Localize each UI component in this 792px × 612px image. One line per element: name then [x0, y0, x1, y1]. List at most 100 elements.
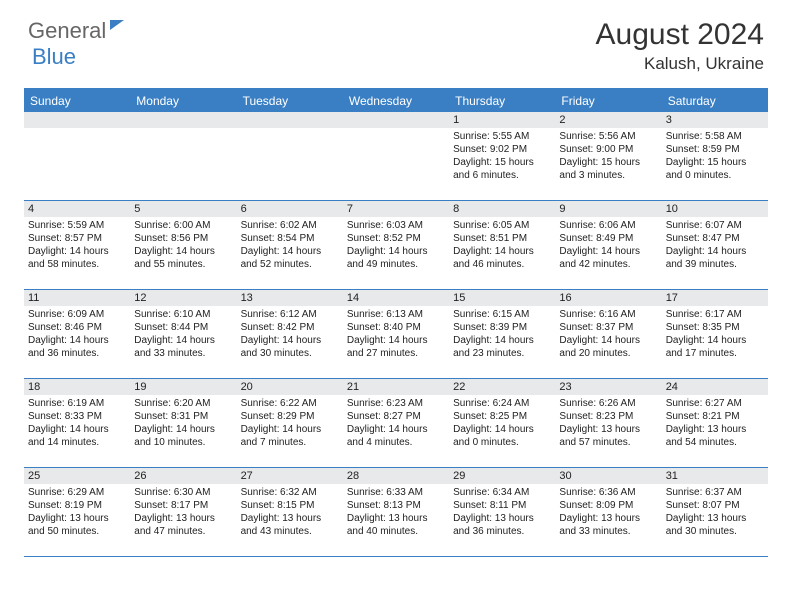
- day-body: Sunrise: 6:10 AMSunset: 8:44 PMDaylight:…: [130, 306, 236, 364]
- day-number: 6: [237, 201, 343, 217]
- day-number: 23: [555, 379, 661, 395]
- day-cell: 13Sunrise: 6:12 AMSunset: 8:42 PMDayligh…: [237, 290, 343, 378]
- day-number: 10: [662, 201, 768, 217]
- day-body: Sunrise: 6:32 AMSunset: 8:15 PMDaylight:…: [237, 484, 343, 542]
- day-cell: [130, 112, 236, 200]
- day-number: [24, 112, 130, 128]
- dow-cell: Friday: [555, 90, 661, 112]
- day-body: Sunrise: 6:37 AMSunset: 8:07 PMDaylight:…: [662, 484, 768, 542]
- day-cell: 2Sunrise: 5:56 AMSunset: 9:00 PMDaylight…: [555, 112, 661, 200]
- day-body: Sunrise: 6:13 AMSunset: 8:40 PMDaylight:…: [343, 306, 449, 364]
- day-body: Sunrise: 6:30 AMSunset: 8:17 PMDaylight:…: [130, 484, 236, 542]
- day-cell: 12Sunrise: 6:10 AMSunset: 8:44 PMDayligh…: [130, 290, 236, 378]
- day-body: Sunrise: 6:09 AMSunset: 8:46 PMDaylight:…: [24, 306, 130, 364]
- day-number: [343, 112, 449, 128]
- day-body: Sunrise: 6:27 AMSunset: 8:21 PMDaylight:…: [662, 395, 768, 453]
- day-body: Sunrise: 6:34 AMSunset: 8:11 PMDaylight:…: [449, 484, 555, 542]
- day-body: Sunrise: 6:03 AMSunset: 8:52 PMDaylight:…: [343, 217, 449, 275]
- day-body: Sunrise: 6:02 AMSunset: 8:54 PMDaylight:…: [237, 217, 343, 275]
- day-number: 1: [449, 112, 555, 128]
- day-number: 25: [24, 468, 130, 484]
- day-number: 26: [130, 468, 236, 484]
- day-number: 12: [130, 290, 236, 306]
- week-row: 11Sunrise: 6:09 AMSunset: 8:46 PMDayligh…: [24, 290, 768, 379]
- day-cell: [237, 112, 343, 200]
- day-body: Sunrise: 6:22 AMSunset: 8:29 PMDaylight:…: [237, 395, 343, 453]
- day-cell: 11Sunrise: 6:09 AMSunset: 8:46 PMDayligh…: [24, 290, 130, 378]
- day-body: Sunrise: 6:20 AMSunset: 8:31 PMDaylight:…: [130, 395, 236, 453]
- day-number: 3: [662, 112, 768, 128]
- day-number: 8: [449, 201, 555, 217]
- day-cell: 5Sunrise: 6:00 AMSunset: 8:56 PMDaylight…: [130, 201, 236, 289]
- week-row: 18Sunrise: 6:19 AMSunset: 8:33 PMDayligh…: [24, 379, 768, 468]
- day-cell: 3Sunrise: 5:58 AMSunset: 8:59 PMDaylight…: [662, 112, 768, 200]
- day-number: 18: [24, 379, 130, 395]
- dow-cell: Thursday: [449, 90, 555, 112]
- day-body: Sunrise: 6:33 AMSunset: 8:13 PMDaylight:…: [343, 484, 449, 542]
- location-label: Kalush, Ukraine: [596, 54, 764, 74]
- day-body: Sunrise: 6:17 AMSunset: 8:35 PMDaylight:…: [662, 306, 768, 364]
- day-body: Sunrise: 6:06 AMSunset: 8:49 PMDaylight:…: [555, 217, 661, 275]
- day-cell: 29Sunrise: 6:34 AMSunset: 8:11 PMDayligh…: [449, 468, 555, 556]
- week-row: 1Sunrise: 5:55 AMSunset: 9:02 PMDaylight…: [24, 112, 768, 201]
- day-body: Sunrise: 6:29 AMSunset: 8:19 PMDaylight:…: [24, 484, 130, 542]
- brand-part2: Blue: [32, 44, 76, 70]
- title-block: August 2024 Kalush, Ukraine: [596, 18, 764, 74]
- day-body: Sunrise: 6:15 AMSunset: 8:39 PMDaylight:…: [449, 306, 555, 364]
- day-number: 5: [130, 201, 236, 217]
- dow-cell: Wednesday: [343, 90, 449, 112]
- page-header: General August 2024 Kalush, Ukraine: [0, 0, 792, 82]
- day-cell: 16Sunrise: 6:16 AMSunset: 8:37 PMDayligh…: [555, 290, 661, 378]
- day-cell: 24Sunrise: 6:27 AMSunset: 8:21 PMDayligh…: [662, 379, 768, 467]
- day-body: Sunrise: 6:36 AMSunset: 8:09 PMDaylight:…: [555, 484, 661, 542]
- day-cell: 28Sunrise: 6:33 AMSunset: 8:13 PMDayligh…: [343, 468, 449, 556]
- day-cell: 26Sunrise: 6:30 AMSunset: 8:17 PMDayligh…: [130, 468, 236, 556]
- day-cell: 31Sunrise: 6:37 AMSunset: 8:07 PMDayligh…: [662, 468, 768, 556]
- week-row: 4Sunrise: 5:59 AMSunset: 8:57 PMDaylight…: [24, 201, 768, 290]
- day-cell: 17Sunrise: 6:17 AMSunset: 8:35 PMDayligh…: [662, 290, 768, 378]
- day-number: 7: [343, 201, 449, 217]
- month-title: August 2024: [596, 18, 764, 52]
- day-cell: 22Sunrise: 6:24 AMSunset: 8:25 PMDayligh…: [449, 379, 555, 467]
- dow-cell: Saturday: [662, 90, 768, 112]
- brand-mark-icon: [110, 20, 124, 30]
- day-number: [237, 112, 343, 128]
- day-number: 31: [662, 468, 768, 484]
- day-cell: 1Sunrise: 5:55 AMSunset: 9:02 PMDaylight…: [449, 112, 555, 200]
- dow-cell: Monday: [130, 90, 236, 112]
- day-number: 14: [343, 290, 449, 306]
- day-number: 20: [237, 379, 343, 395]
- day-cell: 7Sunrise: 6:03 AMSunset: 8:52 PMDaylight…: [343, 201, 449, 289]
- day-body: Sunrise: 5:55 AMSunset: 9:02 PMDaylight:…: [449, 128, 555, 186]
- brand-logo: General: [28, 18, 126, 44]
- day-cell: 20Sunrise: 6:22 AMSunset: 8:29 PMDayligh…: [237, 379, 343, 467]
- day-cell: [24, 112, 130, 200]
- week-row: 25Sunrise: 6:29 AMSunset: 8:19 PMDayligh…: [24, 468, 768, 557]
- day-cell: 4Sunrise: 5:59 AMSunset: 8:57 PMDaylight…: [24, 201, 130, 289]
- day-number: 29: [449, 468, 555, 484]
- day-number: 11: [24, 290, 130, 306]
- day-number: 21: [343, 379, 449, 395]
- day-cell: 8Sunrise: 6:05 AMSunset: 8:51 PMDaylight…: [449, 201, 555, 289]
- dow-cell: Tuesday: [237, 90, 343, 112]
- day-body: Sunrise: 6:19 AMSunset: 8:33 PMDaylight:…: [24, 395, 130, 453]
- day-number: 15: [449, 290, 555, 306]
- day-number: 22: [449, 379, 555, 395]
- day-body: Sunrise: 5:58 AMSunset: 8:59 PMDaylight:…: [662, 128, 768, 186]
- day-cell: 15Sunrise: 6:15 AMSunset: 8:39 PMDayligh…: [449, 290, 555, 378]
- day-body: Sunrise: 6:12 AMSunset: 8:42 PMDaylight:…: [237, 306, 343, 364]
- day-number: 4: [24, 201, 130, 217]
- day-number: [130, 112, 236, 128]
- day-body: Sunrise: 5:59 AMSunset: 8:57 PMDaylight:…: [24, 217, 130, 275]
- day-number: 30: [555, 468, 661, 484]
- day-body: Sunrise: 6:23 AMSunset: 8:27 PMDaylight:…: [343, 395, 449, 453]
- dow-cell: Sunday: [24, 90, 130, 112]
- day-cell: 18Sunrise: 6:19 AMSunset: 8:33 PMDayligh…: [24, 379, 130, 467]
- day-number: 16: [555, 290, 661, 306]
- day-cell: 23Sunrise: 6:26 AMSunset: 8:23 PMDayligh…: [555, 379, 661, 467]
- day-cell: 30Sunrise: 6:36 AMSunset: 8:09 PMDayligh…: [555, 468, 661, 556]
- day-cell: 21Sunrise: 6:23 AMSunset: 8:27 PMDayligh…: [343, 379, 449, 467]
- day-cell: 10Sunrise: 6:07 AMSunset: 8:47 PMDayligh…: [662, 201, 768, 289]
- day-body: Sunrise: 5:56 AMSunset: 9:00 PMDaylight:…: [555, 128, 661, 186]
- day-number: 17: [662, 290, 768, 306]
